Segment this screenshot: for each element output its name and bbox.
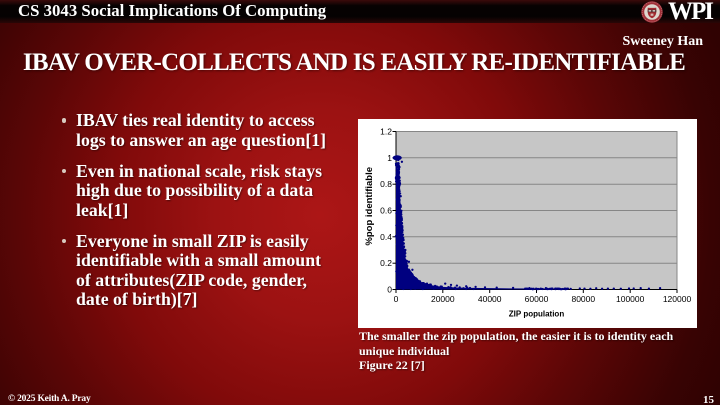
svg-text:ZIP population: ZIP population [509,310,565,319]
svg-text:0.2: 0.2 [380,258,392,268]
svg-text:0: 0 [394,294,399,304]
svg-text:100000: 100000 [616,294,645,304]
svg-text:0: 0 [387,285,392,295]
svg-text:0.4: 0.4 [380,232,392,242]
svg-text:1.2: 1.2 [380,127,392,137]
svg-text:40000: 40000 [478,294,502,304]
svg-text:120000: 120000 [663,294,692,304]
svg-text:60000: 60000 [525,294,549,304]
svg-text:%pop identifiable: %pop identifiable [364,167,375,246]
svg-text:0.6: 0.6 [380,206,392,216]
svg-text:0.8: 0.8 [380,179,392,189]
svg-text:80000: 80000 [571,294,595,304]
svg-text:1: 1 [387,153,392,163]
svg-text:20000: 20000 [431,294,455,304]
